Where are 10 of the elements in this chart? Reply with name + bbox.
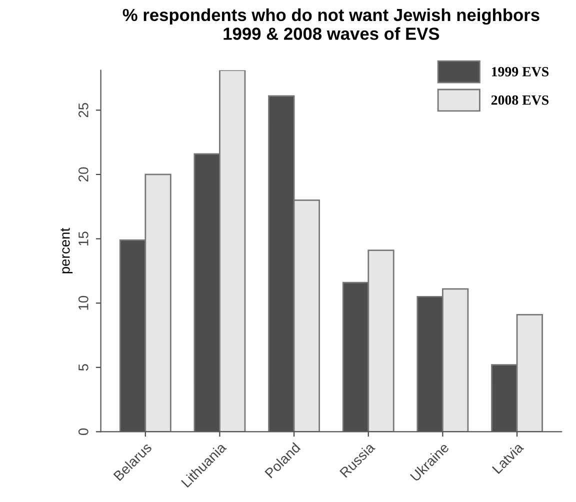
y-tick-label: 10 xyxy=(78,296,88,310)
y-tick-label: 15 xyxy=(78,232,88,246)
y-axis-title: percent xyxy=(60,228,73,274)
legend-label: 1999 EVS xyxy=(492,67,549,76)
legend-label: 2008 EVS xyxy=(491,95,549,105)
chart-title: % respondents who do not want Jewish neighbors 1999 & 2008 waves of EVS xyxy=(122,8,540,40)
y-tick-label: 20 xyxy=(78,167,88,182)
y-tick-label: 5 xyxy=(78,364,88,371)
y-tick-label: 25 xyxy=(78,103,88,118)
y-tick-label: 0 xyxy=(78,428,88,436)
